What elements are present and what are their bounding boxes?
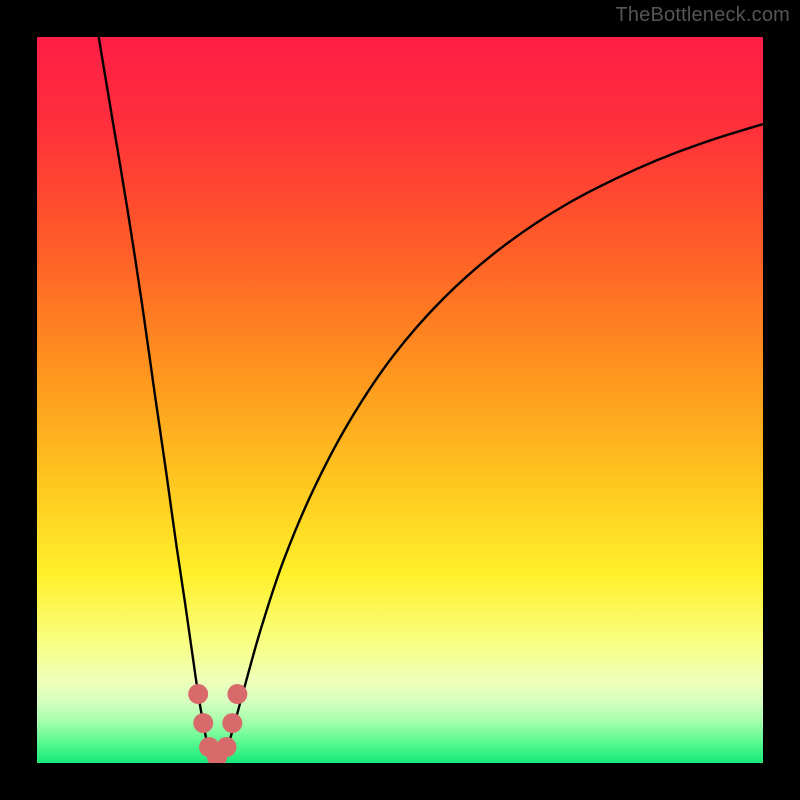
gradient-plot-area: [37, 37, 763, 763]
watermark-label: TheBottleneck.com: [615, 4, 790, 27]
data-marker: [188, 684, 208, 704]
data-marker: [216, 737, 236, 757]
data-marker: [222, 713, 242, 733]
data-marker: [193, 713, 213, 733]
data-marker: [227, 684, 247, 704]
bottleneck-chart: [0, 0, 800, 800]
